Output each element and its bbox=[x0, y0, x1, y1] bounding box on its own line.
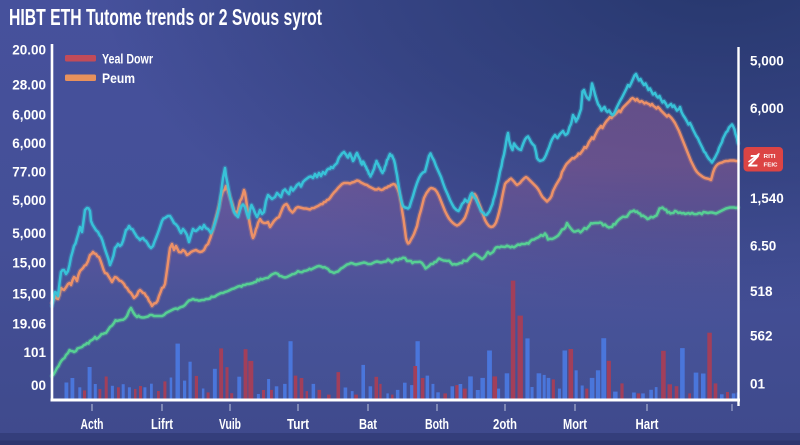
svg-text:RITI: RITI bbox=[764, 154, 776, 160]
svg-text:Acth: Acth bbox=[81, 417, 104, 433]
svg-text:15,00: 15,00 bbox=[12, 256, 46, 271]
svg-text:Vuib: Vuib bbox=[219, 417, 241, 433]
svg-text:Hart: Hart bbox=[636, 417, 659, 433]
svg-text:Mort: Mort bbox=[563, 417, 587, 433]
svg-text:Bat: Bat bbox=[359, 417, 377, 433]
svg-text:Peum: Peum bbox=[102, 70, 135, 86]
svg-text:1,540: 1,540 bbox=[750, 191, 784, 206]
svg-text:FEIC: FEIC bbox=[764, 163, 779, 169]
svg-text:Yeal Dowr: Yeal Dowr bbox=[102, 51, 153, 67]
svg-text:518: 518 bbox=[750, 284, 773, 299]
svg-text:6,000: 6,000 bbox=[750, 101, 784, 116]
svg-text:Z: Z bbox=[748, 153, 760, 171]
svg-text:Turt: Turt bbox=[287, 417, 309, 433]
svg-text:6,000: 6,000 bbox=[12, 136, 46, 151]
svg-text:6,000: 6,000 bbox=[12, 108, 46, 123]
svg-text:19.06: 19.06 bbox=[12, 317, 46, 332]
svg-text:01: 01 bbox=[750, 377, 766, 392]
svg-text:2oth: 2oth bbox=[493, 417, 517, 433]
svg-text:5,000: 5,000 bbox=[12, 193, 46, 208]
svg-text:00: 00 bbox=[31, 378, 46, 393]
svg-text:562: 562 bbox=[750, 329, 773, 344]
svg-text:HIBT ETH Tutome trends or 2 Sv: HIBT ETH Tutome trends or 2 Svous syrot bbox=[9, 4, 322, 30]
svg-text:28.00: 28.00 bbox=[12, 78, 46, 93]
svg-text:101: 101 bbox=[23, 345, 46, 360]
svg-text:15,00: 15,00 bbox=[12, 287, 46, 302]
svg-text:5,000: 5,000 bbox=[750, 54, 784, 69]
svg-text:Lifrt: Lifrt bbox=[151, 417, 173, 433]
svg-text:77.00: 77.00 bbox=[12, 165, 46, 180]
svg-text:20.00: 20.00 bbox=[12, 43, 46, 58]
svg-text:5,000: 5,000 bbox=[12, 226, 46, 241]
svg-text:Both: Both bbox=[425, 417, 449, 433]
svg-text:6.50: 6.50 bbox=[750, 239, 776, 254]
